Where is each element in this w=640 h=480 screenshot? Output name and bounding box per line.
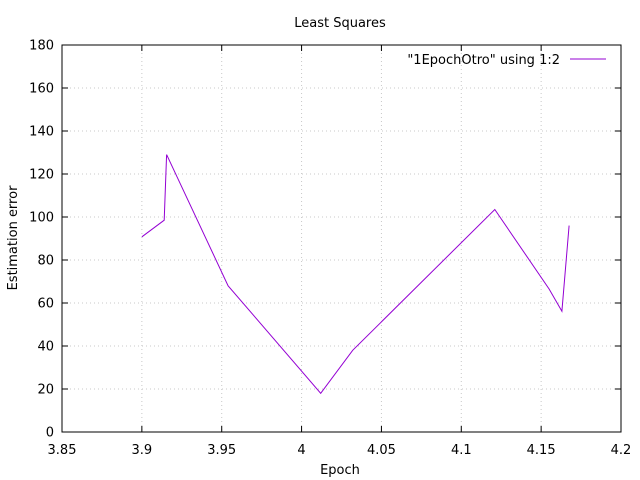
x-tick-label: 4.05 — [367, 443, 396, 458]
x-tick-label: 4.2 — [611, 443, 632, 458]
series — [141, 154, 570, 395]
series-line — [141, 154, 570, 395]
y-tick-label: 40 — [37, 340, 54, 355]
x-tick-label: 3.95 — [207, 443, 236, 458]
legend: "1EpochOtro" using 1:2 — [407, 53, 606, 68]
x-tick-label: 3.9 — [132, 443, 153, 458]
legend-label: "1EpochOtro" using 1:2 — [407, 53, 560, 68]
x-tick-label: 3.85 — [48, 443, 77, 458]
ticks: 3.85 3.9 3.95 4 4.05 4.1 4.15 4.2 0 20 40 60 80 100 12… — [29, 39, 631, 459]
x-axis-label: Epoch — [320, 463, 360, 478]
y-tick-label: 160 — [29, 82, 54, 97]
y-tick-label: 80 — [37, 254, 54, 269]
y-tick-label: 0 — [46, 426, 54, 441]
chart-title: Least Squares — [294, 16, 386, 31]
x-tick-label: 4 — [297, 443, 305, 458]
y-tick-label: 120 — [29, 168, 54, 183]
x-tick-label: 4.1 — [451, 443, 472, 458]
plot-border — [61, 44, 622, 433]
y-tick-label: 100 — [29, 211, 54, 226]
x-tick-label: 4.15 — [527, 443, 556, 458]
y-axis-label: Estimation error — [6, 185, 21, 290]
y-tick-label: 180 — [29, 39, 54, 54]
y-tick-label: 140 — [29, 125, 54, 140]
y-tick-label: 60 — [37, 297, 54, 312]
grid — [62, 45, 621, 432]
y-tick-label: 20 — [37, 383, 54, 398]
